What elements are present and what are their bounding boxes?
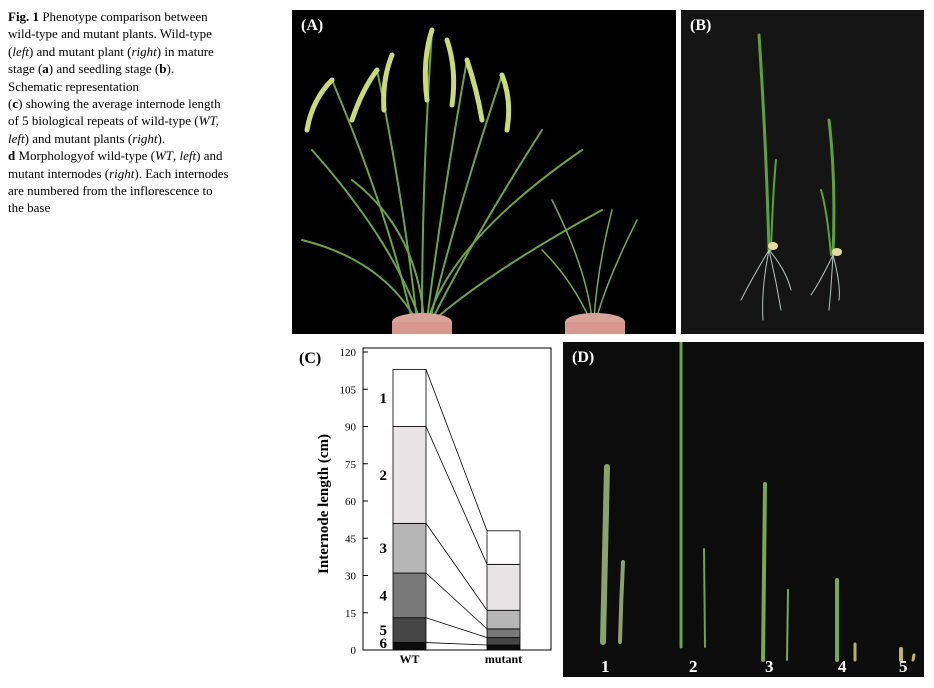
segment-label-6: 6 — [380, 636, 388, 652]
mature-plants-image — [301, 27, 638, 334]
connector-line — [425, 523, 488, 611]
figure-number: Fig. 1 — [8, 9, 40, 24]
y-axis-label: Internode length (cm) — [316, 434, 332, 574]
bar-segment-mutant-2 — [486, 563, 521, 611]
bar-segment-mutant-1 — [486, 530, 521, 565]
y-tick-label: 90 — [345, 422, 357, 434]
bar-segment-wt-5 — [392, 617, 427, 643]
connector-line — [425, 642, 488, 646]
segment-label-4: 4 — [380, 588, 388, 604]
panel-label-b: (B) — [690, 17, 712, 34]
bar-segment-wt-3 — [392, 522, 427, 574]
y-tick-label: 75 — [345, 459, 357, 471]
panel-a-mature-plants-photo: (A) — [292, 10, 676, 334]
figure-caption: Fig. 1 Phenotype comparison between wild… — [8, 9, 229, 216]
segment-label-1: 1 — [380, 391, 388, 407]
bar-segment-wt-4 — [392, 572, 427, 619]
plot-frame — [362, 347, 552, 651]
bar-segment-mutant-4 — [486, 628, 521, 638]
internode-number-3: 3 — [765, 657, 774, 676]
panel-c-internode-chart: (C) Internode length (cm) 0 15 30 45 60 75 90 1… — [292, 342, 557, 677]
segment-label-3: 3 — [380, 541, 388, 557]
bar-segment-mutant-6 — [486, 644, 521, 651]
y-tick-label: 15 — [345, 608, 357, 620]
panel-label-c: (C) — [299, 350, 321, 367]
panel-d-internodes-photo: (D) 1 2 3 4 5 — [563, 342, 924, 677]
y-tick-label: 120 — [340, 347, 357, 359]
y-tick-label: 30 — [345, 571, 357, 583]
y-tick-label: 60 — [345, 496, 357, 508]
connector-line — [425, 369, 488, 531]
connector-line — [425, 617, 488, 638]
panel-label-a: (A) — [301, 17, 324, 34]
bar-segment-wt-6 — [392, 642, 427, 651]
internode-number-4: 4 — [838, 657, 847, 676]
panel-b-seedlings-photo: (B) — [681, 10, 924, 334]
panel-label-d: (D) — [572, 349, 595, 366]
internode-length-chart: (C) Internode length (cm) 01530456075901… — [299, 347, 552, 666]
bar-segment-wt-2 — [392, 426, 427, 524]
internode-number-1: 1 — [601, 657, 610, 676]
segment-label-2: 2 — [380, 468, 388, 484]
seedlings-image — [740, 33, 842, 321]
bar-segment-wt-1 — [392, 368, 427, 427]
connector-line — [425, 426, 488, 565]
connector-line — [425, 572, 488, 630]
y-tick-label: 105 — [340, 384, 357, 396]
internodes-image — [600, 342, 916, 662]
internode-number-2: 2 — [689, 657, 698, 676]
bar-segment-mutant-5 — [486, 637, 521, 646]
category-label-wt: WT — [399, 652, 419, 666]
y-tick-label: 0 — [351, 645, 357, 657]
bar-segment-mutant-3 — [486, 609, 521, 630]
category-label-mutant: mutant — [485, 652, 522, 666]
segment-label-5: 5 — [380, 623, 388, 639]
internode-number-5: 5 — [899, 657, 908, 676]
y-tick-label: 45 — [345, 533, 357, 545]
